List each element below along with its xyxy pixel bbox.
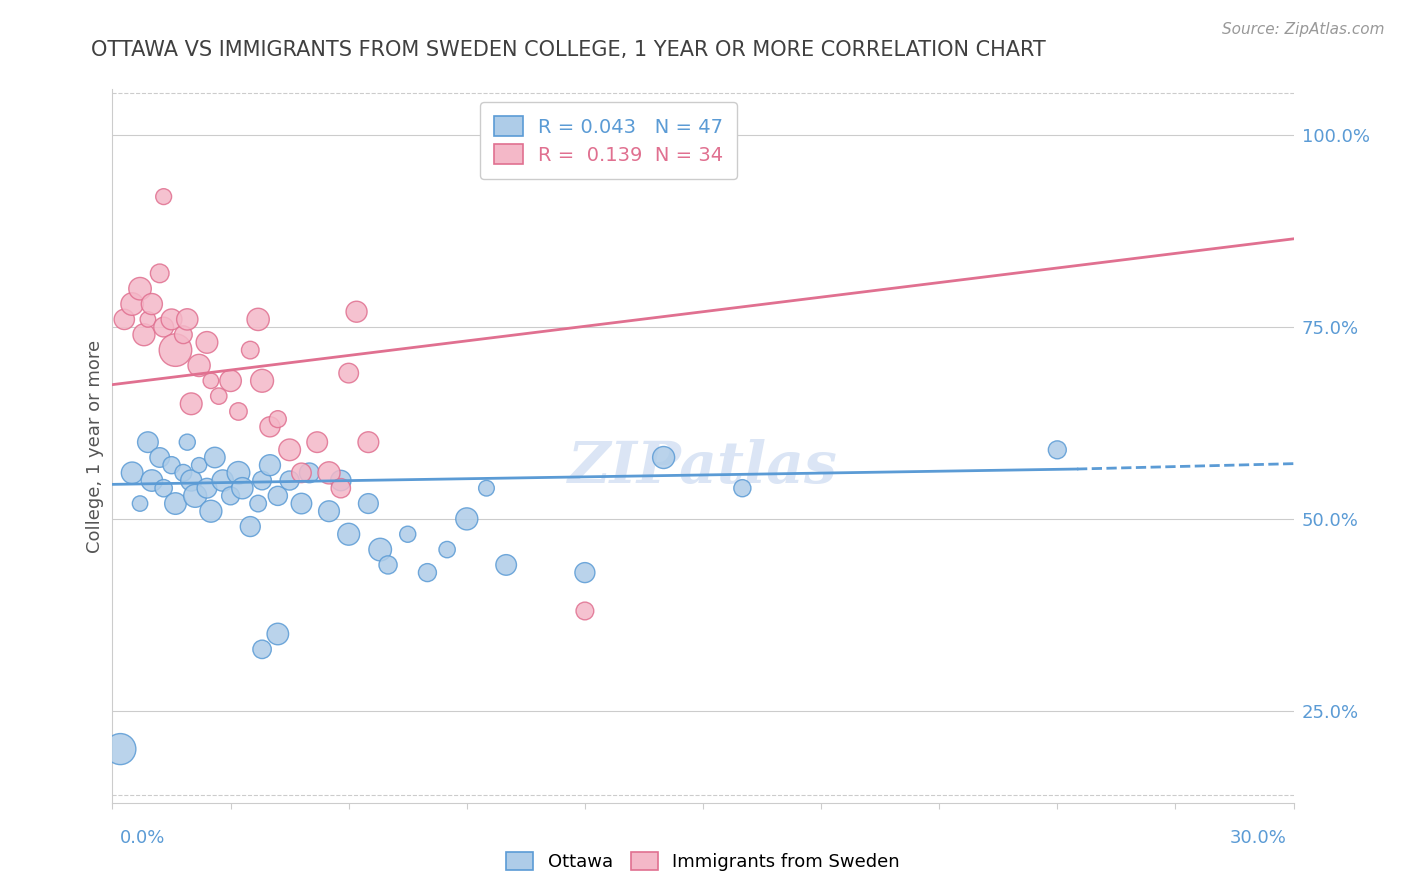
Y-axis label: College, 1 year or more: College, 1 year or more — [86, 340, 104, 552]
Point — [176, 312, 198, 326]
Point — [307, 435, 329, 450]
Point — [136, 312, 159, 326]
Point — [652, 450, 675, 465]
Point — [112, 312, 135, 326]
Point — [149, 266, 172, 280]
Point — [247, 312, 270, 326]
Point — [152, 189, 174, 203]
Point — [475, 481, 498, 495]
Point — [136, 435, 159, 450]
Point — [250, 642, 273, 657]
Point — [172, 466, 194, 480]
Point — [267, 489, 290, 503]
Point — [239, 343, 262, 357]
Point — [396, 527, 419, 541]
Point — [329, 481, 352, 495]
Point — [250, 374, 273, 388]
Point — [110, 742, 132, 756]
Point — [160, 458, 183, 473]
Point — [141, 474, 163, 488]
Point — [357, 497, 380, 511]
Point — [228, 466, 250, 480]
Point — [298, 466, 321, 480]
Point — [200, 374, 222, 388]
Point — [731, 481, 754, 495]
Point — [165, 497, 187, 511]
Point — [219, 374, 242, 388]
Point — [195, 481, 218, 495]
Point — [368, 542, 391, 557]
Point — [211, 474, 233, 488]
Point — [1046, 442, 1069, 457]
Point — [231, 481, 253, 495]
Point — [165, 343, 187, 357]
Point — [377, 558, 399, 572]
Text: ZIPatlas: ZIPatlas — [568, 439, 838, 496]
Text: Source: ZipAtlas.com: Source: ZipAtlas.com — [1222, 22, 1385, 37]
Point — [574, 566, 596, 580]
Point — [200, 504, 222, 518]
Point — [267, 412, 290, 426]
Point — [278, 442, 301, 457]
Point — [141, 297, 163, 311]
Point — [188, 458, 211, 473]
Text: OTTAWA VS IMMIGRANTS FROM SWEDEN COLLEGE, 1 YEAR OR MORE CORRELATION CHART: OTTAWA VS IMMIGRANTS FROM SWEDEN COLLEGE… — [91, 40, 1046, 60]
Point — [160, 312, 183, 326]
Point — [290, 497, 312, 511]
Point — [318, 504, 340, 518]
Point — [152, 320, 174, 334]
Point — [184, 489, 207, 503]
Point — [228, 404, 250, 418]
Text: 30.0%: 30.0% — [1230, 829, 1286, 847]
Text: 0.0%: 0.0% — [120, 829, 165, 847]
Point — [574, 604, 596, 618]
Point — [250, 474, 273, 488]
Point — [495, 558, 517, 572]
Point — [180, 397, 202, 411]
Point — [259, 458, 281, 473]
Point — [318, 466, 340, 480]
Point — [337, 366, 360, 380]
Point — [267, 627, 290, 641]
Point — [149, 450, 172, 465]
Point — [129, 282, 152, 296]
Point — [436, 542, 458, 557]
Point — [259, 419, 281, 434]
Point — [239, 519, 262, 533]
Point — [180, 474, 202, 488]
Point — [188, 359, 211, 373]
Legend: Ottawa, Immigrants from Sweden: Ottawa, Immigrants from Sweden — [499, 845, 907, 879]
Point — [132, 327, 155, 342]
Point — [346, 304, 368, 318]
Point — [121, 297, 143, 311]
Point — [456, 512, 478, 526]
Point — [219, 489, 242, 503]
Point — [176, 435, 198, 450]
Point — [172, 327, 194, 342]
Point — [204, 450, 226, 465]
Point — [152, 481, 174, 495]
Point — [121, 466, 143, 480]
Point — [416, 566, 439, 580]
Point — [129, 497, 152, 511]
Point — [290, 466, 312, 480]
Point — [329, 474, 352, 488]
Point — [278, 474, 301, 488]
Legend: R = 0.043   N = 47, R =  0.139  N = 34: R = 0.043 N = 47, R = 0.139 N = 34 — [479, 103, 737, 178]
Point — [357, 435, 380, 450]
Point — [208, 389, 231, 403]
Point — [247, 497, 270, 511]
Point — [337, 527, 360, 541]
Point — [195, 335, 218, 350]
